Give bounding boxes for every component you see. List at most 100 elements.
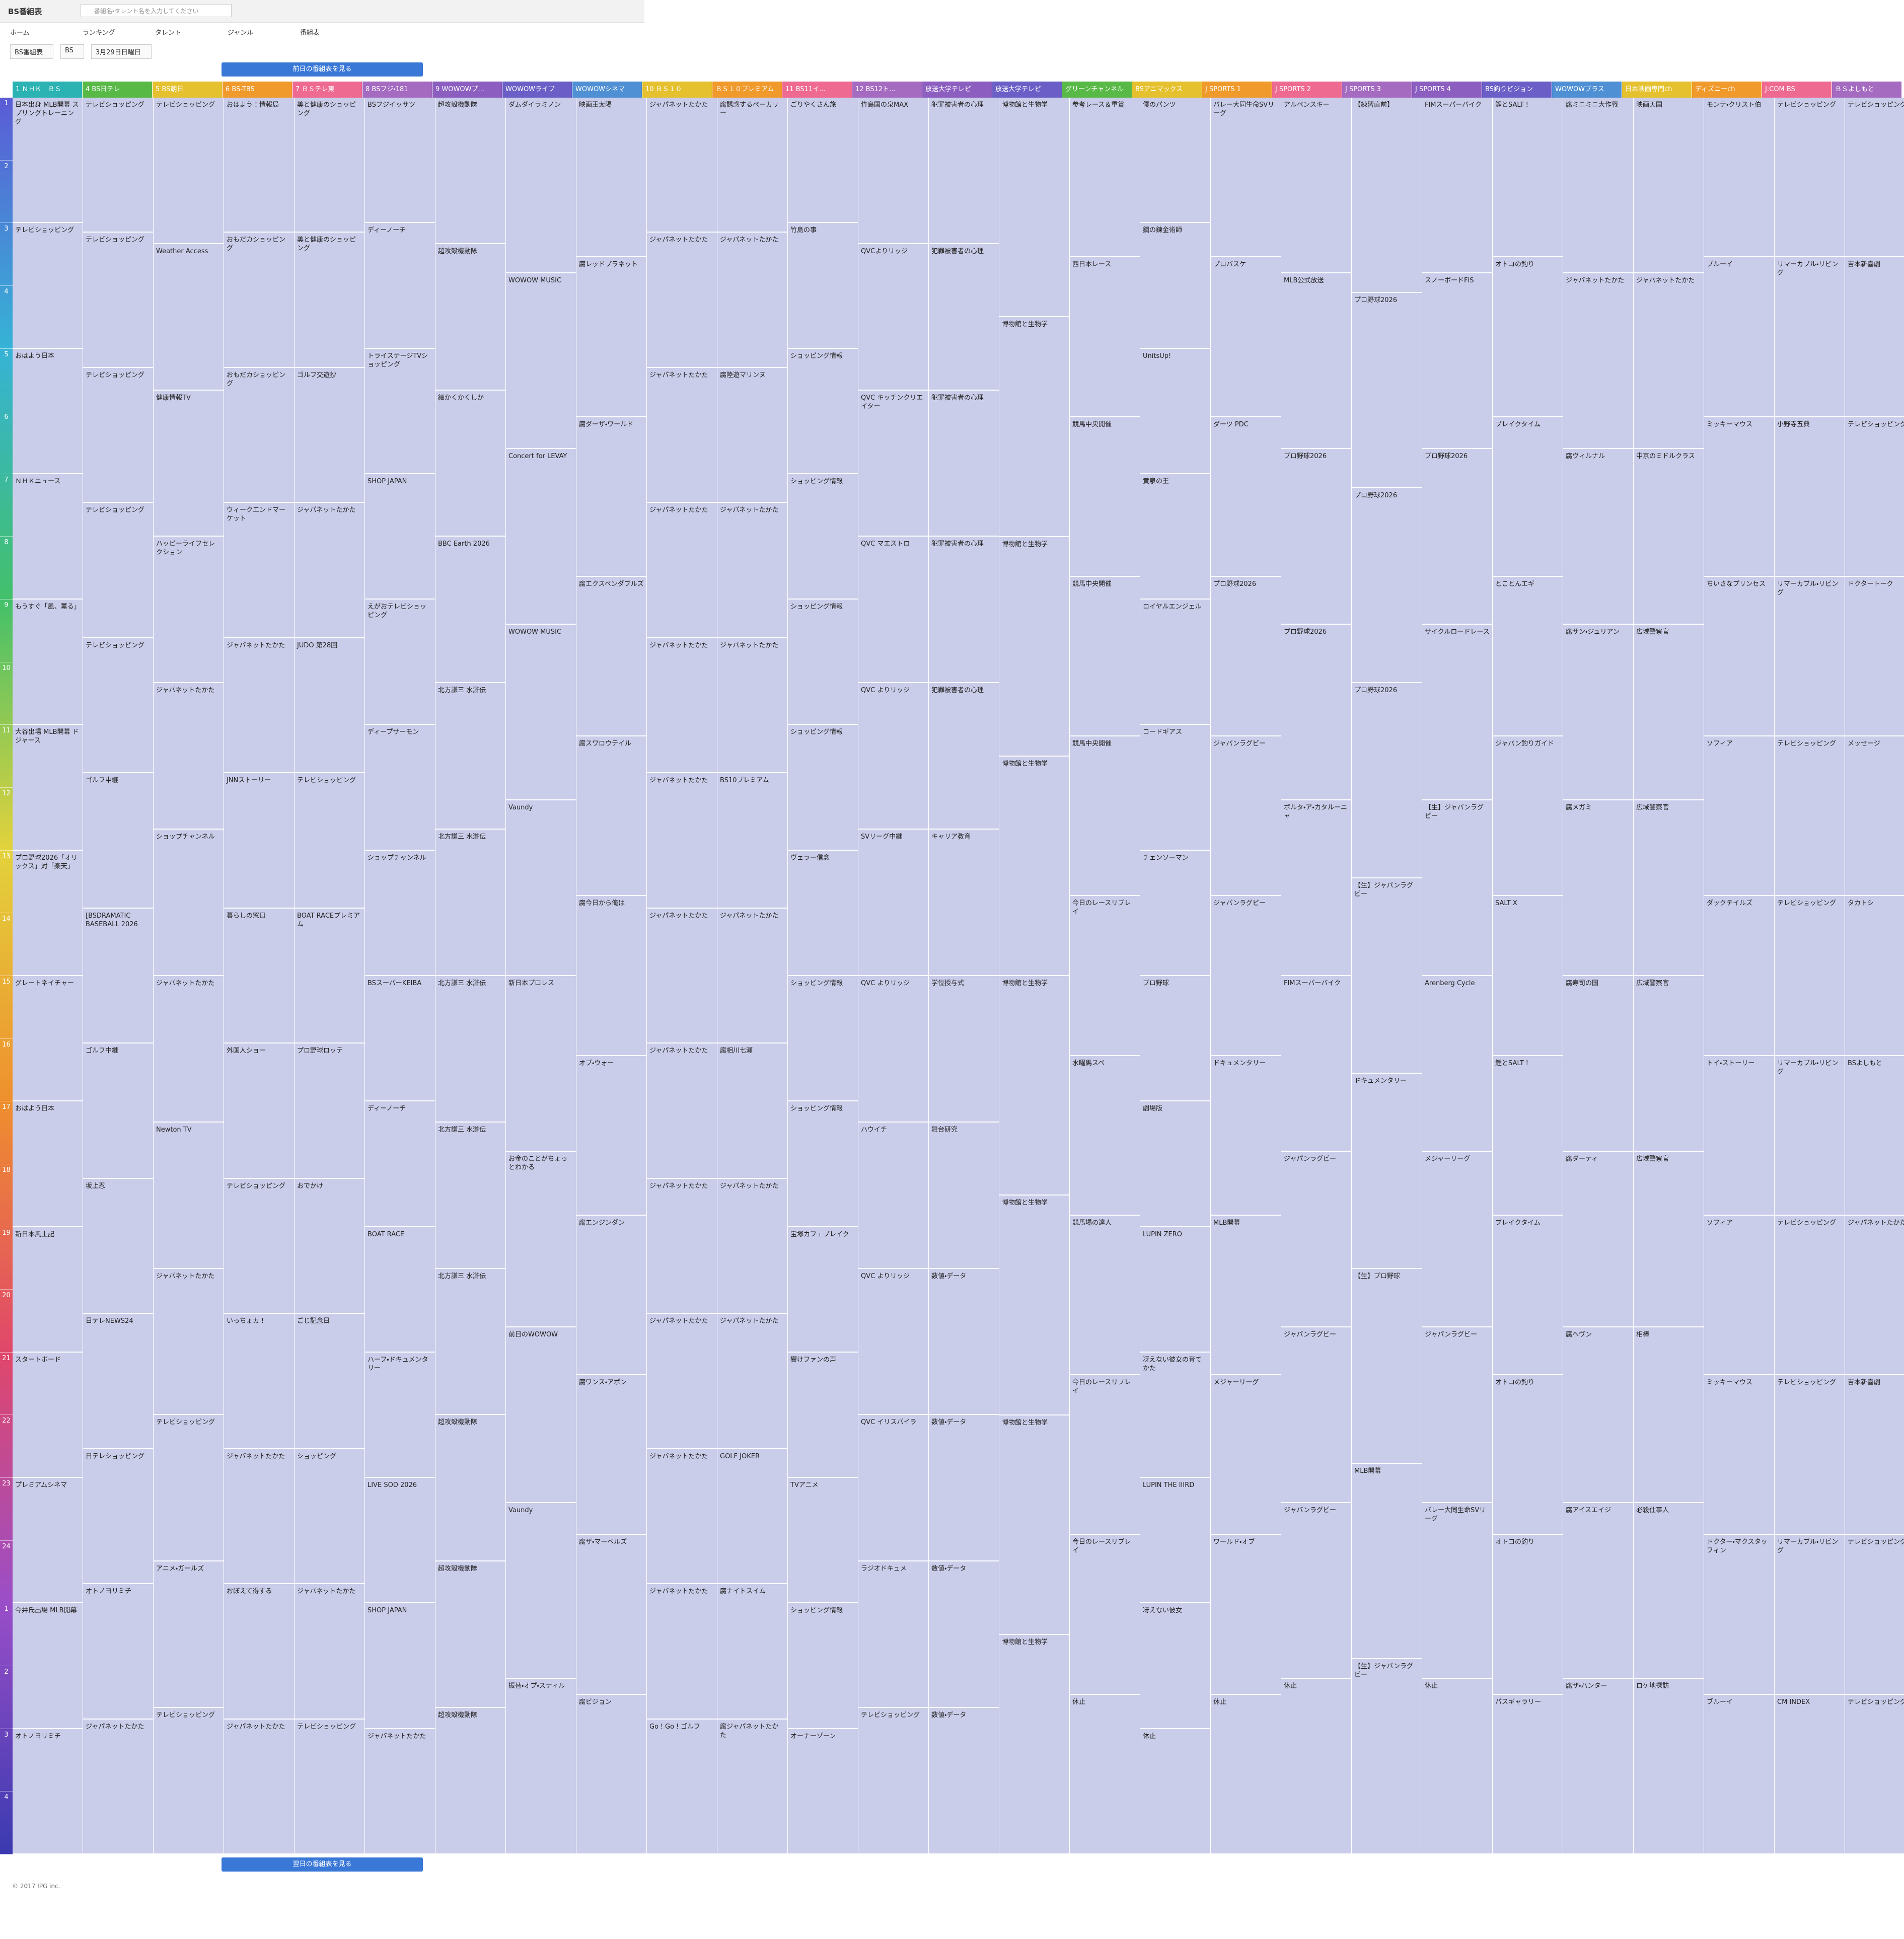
channel-header[interactable]: ＢＳよしもと bbox=[1832, 82, 1902, 98]
program[interactable]: 黄泉の王 bbox=[1140, 474, 1210, 600]
program[interactable]: ジャパネットたかた bbox=[647, 1449, 717, 1585]
program[interactable]: テレビショッピング bbox=[1845, 417, 1904, 577]
program[interactable]: ブルーイ bbox=[1704, 1694, 1774, 1854]
program[interactable]: テレビショッピング bbox=[1845, 98, 1904, 258]
program[interactable]: ゴルフ交遊抄 bbox=[295, 367, 364, 503]
program[interactable]: 博物館と生物学 bbox=[999, 317, 1069, 537]
channel-header[interactable]: BSアニマックス bbox=[1132, 82, 1202, 98]
program[interactable]: テレビショッピング bbox=[154, 1708, 224, 1854]
program[interactable]: 日本出身 MLB開幕 スプリングトレーニング bbox=[13, 98, 83, 223]
program[interactable]: テレビショッピング bbox=[154, 98, 224, 244]
program[interactable]: 日テレショッピング bbox=[83, 1449, 153, 1585]
channel-header[interactable]: J SPORTS 1 bbox=[1202, 82, 1272, 98]
program[interactable]: テレビショッピング bbox=[1775, 1215, 1845, 1376]
program[interactable]: テレビショッピング bbox=[1775, 98, 1845, 258]
program[interactable]: 休止 bbox=[1140, 1729, 1210, 1854]
program[interactable]: ＮＨＫニュース bbox=[13, 474, 83, 600]
program[interactable]: MLB開幕 bbox=[1352, 1464, 1422, 1660]
program[interactable]: 腐寿司の国 bbox=[1563, 976, 1633, 1152]
program[interactable]: 腐スワロウテイル bbox=[576, 736, 646, 897]
program[interactable]: ブルーイ bbox=[1704, 257, 1774, 417]
program[interactable]: ショッピング情報 bbox=[788, 725, 858, 851]
program[interactable]: Vaundy bbox=[506, 800, 576, 976]
program[interactable]: SHOP JAPAN bbox=[365, 1603, 435, 1729]
program[interactable]: 北方謙三 水滸伝 bbox=[435, 1122, 505, 1269]
program[interactable]: ジャパネットたかた bbox=[647, 1043, 717, 1179]
logo[interactable]: BS番組表 bbox=[8, 7, 42, 16]
program[interactable]: LIVE SOD 2026 bbox=[365, 1478, 435, 1604]
program[interactable]: ハッピーライフセレクション bbox=[154, 537, 224, 684]
program[interactable]: ジャパネットたかた bbox=[647, 638, 717, 774]
program[interactable]: テレビショッピング bbox=[83, 98, 153, 233]
program[interactable]: 競馬中央開催 bbox=[1070, 576, 1140, 737]
program[interactable]: プロ野球2026 bbox=[1281, 625, 1351, 800]
program[interactable]: お金のことがちょっとわかる bbox=[506, 1152, 576, 1327]
program[interactable]: 冴えない彼女の育てかた bbox=[1140, 1352, 1210, 1478]
program[interactable]: 数値・データ bbox=[929, 1561, 999, 1708]
program[interactable]: アルペンスキー bbox=[1281, 98, 1351, 273]
program[interactable]: 競馬中央開催 bbox=[1070, 417, 1140, 577]
program[interactable]: 今日のレースリプレイ bbox=[1070, 1535, 1140, 1695]
program[interactable]: ゴルフ中継 bbox=[83, 1043, 153, 1179]
program[interactable]: 広域警察官 bbox=[1634, 800, 1704, 976]
program[interactable]: 竹島国の泉MAX bbox=[858, 98, 928, 244]
program[interactable]: ロイヤルエンジェル bbox=[1140, 600, 1210, 725]
program[interactable]: 博物館と生物学 bbox=[999, 1634, 1069, 1854]
program[interactable]: アニメ・ガールズ bbox=[154, 1561, 224, 1708]
program[interactable]: 腐アイスエイジ bbox=[1563, 1503, 1633, 1679]
program[interactable]: 鯉とSALT！ bbox=[1493, 98, 1563, 258]
channel-header[interactable]: 放送大学テレビ bbox=[992, 82, 1062, 98]
program[interactable]: ジャパンラグビー bbox=[1211, 736, 1281, 897]
program[interactable]: 腐今日から俺は bbox=[576, 896, 646, 1056]
program[interactable]: ブレイクタイム bbox=[1493, 1215, 1563, 1376]
nav-item[interactable]: ランキング bbox=[83, 26, 153, 40]
channel-header[interactable]: 放送大学テレビ bbox=[922, 82, 992, 98]
program[interactable]: バレー大同生命SVリーグ bbox=[1422, 1503, 1492, 1679]
channel-header[interactable]: 9 WOWOWプ... bbox=[432, 82, 502, 98]
program[interactable]: 腐ビジョン bbox=[576, 1694, 646, 1854]
program[interactable]: おはよう日本 bbox=[13, 1101, 83, 1227]
program[interactable]: チェンソーマン bbox=[1140, 850, 1210, 976]
program[interactable]: 吉本新喜劇 bbox=[1845, 1375, 1904, 1535]
program[interactable]: 腐ヘヴン bbox=[1563, 1327, 1633, 1503]
program[interactable]: 腐ダーティ bbox=[1563, 1152, 1633, 1327]
program[interactable]: おはよう日本 bbox=[13, 348, 83, 474]
program[interactable]: テレビショッピング bbox=[154, 1415, 224, 1562]
program[interactable]: プロ野球ロッテ bbox=[295, 1043, 364, 1179]
program[interactable]: 細かくかくしか bbox=[435, 390, 505, 537]
program[interactable]: ジャパネットたかた bbox=[717, 503, 787, 638]
program[interactable]: 犯罪被害者の心理 bbox=[929, 537, 999, 684]
program[interactable]: テレビショッピング bbox=[13, 223, 83, 349]
program[interactable]: ボルタ・ア・カタルーニャ bbox=[1281, 800, 1351, 976]
program[interactable]: いっちょカ！ bbox=[224, 1314, 294, 1449]
program[interactable]: ソフィア bbox=[1704, 1215, 1774, 1376]
program[interactable]: おぼえて得する bbox=[224, 1584, 294, 1720]
program[interactable]: ジャパネットたかた bbox=[365, 1729, 435, 1854]
program[interactable]: コードギアス bbox=[1140, 725, 1210, 851]
program[interactable]: ジャパネットたかた bbox=[83, 1719, 153, 1855]
program[interactable]: ヴェラー信念 bbox=[788, 850, 858, 976]
program[interactable]: サイクルロードレース bbox=[1422, 625, 1492, 800]
program[interactable]: ジャパネットたかた bbox=[154, 976, 224, 1123]
program[interactable]: ジャパンラグビー bbox=[1281, 1503, 1351, 1679]
program[interactable]: ジャパネットたかた bbox=[717, 1178, 787, 1314]
program[interactable]: ソフィア bbox=[1704, 736, 1774, 897]
filter-dropdown[interactable]: BS bbox=[60, 44, 84, 59]
program[interactable]: BBC Earth 2026 bbox=[435, 537, 505, 684]
program[interactable]: ジャパネットたかた bbox=[1563, 273, 1633, 449]
program[interactable]: ジャパネットたかた bbox=[224, 638, 294, 774]
program[interactable]: 竹島の事 bbox=[788, 223, 858, 349]
program[interactable]: ショッピング情報 bbox=[788, 600, 858, 725]
program[interactable]: ラジオドキュメ bbox=[858, 1561, 928, 1708]
program[interactable]: LUPIN ZERO bbox=[1140, 1227, 1210, 1353]
program[interactable]: Newton TV bbox=[154, 1122, 224, 1269]
program[interactable]: QVC キッチンクリエイター bbox=[858, 390, 928, 537]
program[interactable]: タカトシ bbox=[1845, 896, 1904, 1056]
program[interactable]: 広域警察官 bbox=[1634, 976, 1704, 1152]
channel-header[interactable]: 11 BS11イ... bbox=[782, 82, 852, 98]
channel-header[interactable]: グリーンチャンネル bbox=[1062, 82, 1132, 98]
program[interactable]: プロ野球2026 bbox=[1422, 449, 1492, 625]
program[interactable]: プロ野球2026 bbox=[1281, 449, 1351, 625]
program[interactable]: 博物館と生物学 bbox=[999, 756, 1069, 976]
program[interactable]: BOAT RACEプレミアム bbox=[295, 908, 364, 1044]
